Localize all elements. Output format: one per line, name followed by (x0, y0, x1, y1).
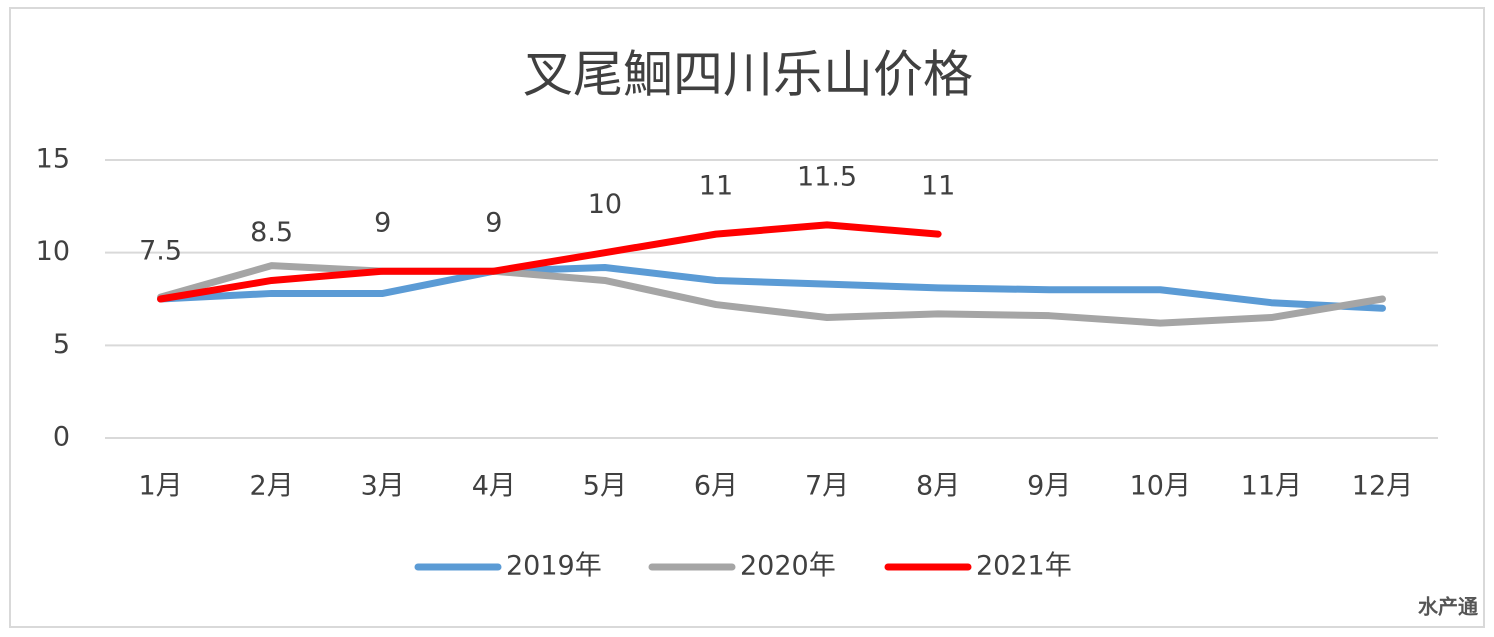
x-tick-label: 1月 (138, 471, 182, 502)
data-label: 11.5 (797, 161, 857, 192)
x-tick-label: 8月 (916, 471, 960, 502)
legend-label: 2019年 (506, 551, 602, 582)
y-tick-label: 15 (36, 144, 70, 175)
data-label: 10 (588, 189, 622, 220)
data-label: 7.5 (139, 236, 182, 267)
data-label: 8.5 (250, 217, 293, 248)
x-tick-label: 4月 (472, 471, 516, 502)
x-tick-label: 11月 (1241, 471, 1302, 502)
x-tick-label: 5月 (583, 471, 627, 502)
x-tick-label: 9月 (1027, 471, 1071, 502)
data-label: 11 (699, 171, 733, 202)
series-line (157, 221, 942, 303)
data-label: 9 (485, 208, 502, 239)
x-tick-label: 7月 (805, 471, 849, 502)
y-tick-label: 0 (53, 422, 70, 453)
chart-title: 叉尾鮰四川乐山价格 (523, 46, 973, 104)
legend-label: 2021年 (976, 551, 1072, 582)
legend-label: 2020年 (740, 551, 836, 582)
y-tick-label: 10 (36, 236, 70, 267)
x-tick-label: 12月 (1352, 471, 1413, 502)
y-tick-label: 5 (53, 329, 70, 360)
data-label: 11 (921, 171, 955, 202)
source-mark: 水产通 (1418, 595, 1478, 619)
x-tick-label: 6月 (694, 471, 738, 502)
series-line (157, 263, 1386, 312)
x-tick-label: 3月 (361, 471, 405, 502)
data-label: 9 (374, 208, 391, 239)
x-tick-label: 2月 (250, 471, 294, 502)
x-tick-label: 10月 (1130, 471, 1191, 502)
